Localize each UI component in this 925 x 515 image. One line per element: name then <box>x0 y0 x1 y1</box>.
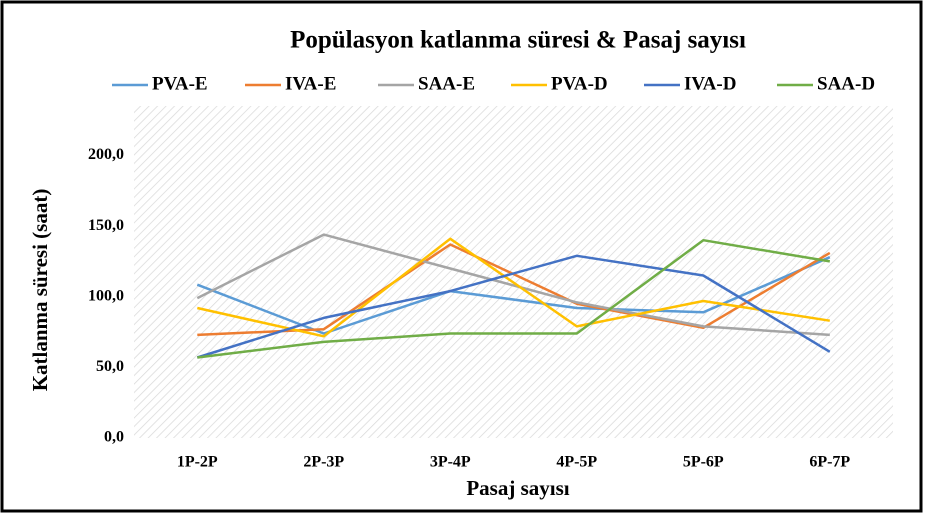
series-line <box>196 254 831 359</box>
x-tick-label: 2P-3P <box>303 454 344 471</box>
y-tick-label: 0,0 <box>104 429 124 446</box>
chart-title: Popülasyon katlanma süresi & Pasaj sayıs… <box>290 27 746 54</box>
y-tick-label: 50,0 <box>96 358 124 375</box>
series-line <box>197 238 831 359</box>
legend-label: PVA-E <box>152 73 208 94</box>
legend-label: SAA-D <box>817 73 875 94</box>
x-tick-label: 5P-6P <box>683 454 724 471</box>
y-tick-label: 150,0 <box>88 217 124 234</box>
legend-label: IVA-E <box>285 73 336 94</box>
legend-label: IVA-D <box>684 73 736 94</box>
legend-label: PVA-D <box>551 73 608 94</box>
legend-label: SAA-E <box>418 73 475 94</box>
y-tick-label: 100,0 <box>88 287 124 304</box>
x-axis-label: Pasaj sayısı <box>466 476 569 500</box>
y-axis-label: Katlanma süresi (saat) <box>28 189 52 392</box>
series-line <box>196 233 830 337</box>
x-tick-label: 4P-5P <box>556 454 597 471</box>
x-tick-label: 1P-2P <box>177 454 218 471</box>
y-tick-label: 200,0 <box>88 146 124 163</box>
x-tick-label: 3P-4P <box>430 454 471 471</box>
series-line <box>197 237 830 338</box>
x-tick-label: 6P-7P <box>809 454 850 471</box>
plot-area <box>134 106 893 438</box>
